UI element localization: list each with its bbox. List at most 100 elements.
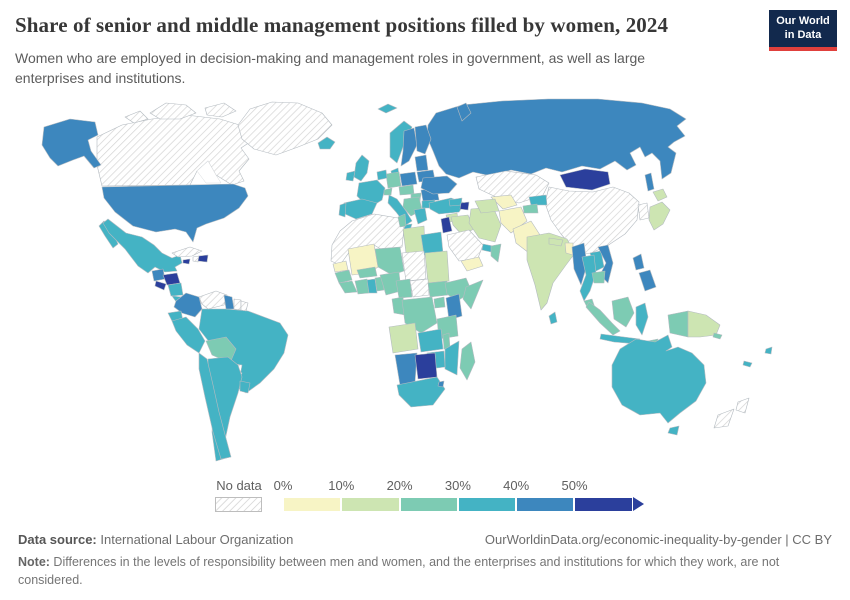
country-west-papua[interactable] xyxy=(667,310,689,338)
country-canada[interactable] xyxy=(96,114,254,187)
country-dominican-republic[interactable] xyxy=(197,254,209,263)
country-madagascar[interactable] xyxy=(459,341,476,381)
country-poland[interactable] xyxy=(399,171,418,187)
country-netherlands-belgium[interactable] xyxy=(376,169,388,181)
country-solomon-islands[interactable] xyxy=(712,332,723,340)
country-cameroon[interactable] xyxy=(395,278,413,299)
country-czechia-austria[interactable] xyxy=(398,184,415,196)
country-finland[interactable] xyxy=(414,124,432,155)
country-svalbard[interactable] xyxy=(377,103,398,114)
country-oman[interactable] xyxy=(490,243,502,263)
country-peru[interactable] xyxy=(171,316,206,354)
country-japan[interactable] xyxy=(648,201,671,231)
country-nepal[interactable] xyxy=(548,237,564,247)
country-guinea[interactable] xyxy=(334,269,353,284)
country-central-african-republic[interactable] xyxy=(409,278,430,298)
legend-bucket-30-40[interactable] xyxy=(457,497,517,512)
country-el-salvador[interactable] xyxy=(154,280,167,291)
country-sweden[interactable] xyxy=(400,127,418,167)
country-venezuela[interactable] xyxy=(198,290,228,310)
legend-bucket-10-20[interactable] xyxy=(341,497,400,512)
country-haiti[interactable] xyxy=(192,255,200,263)
country-sierra-leone-liberia[interactable] xyxy=(338,280,358,294)
legend-bucket-20-30[interactable] xyxy=(399,497,458,512)
country-borneo[interactable] xyxy=(611,296,635,328)
country-kyrgyzstan[interactable] xyxy=(528,194,548,206)
country-philippines[interactable] xyxy=(638,269,657,292)
country-greenland[interactable] xyxy=(237,101,333,156)
country-honduras[interactable] xyxy=(162,272,181,286)
country-canada-arctic[interactable] xyxy=(124,110,149,124)
country-cuba[interactable] xyxy=(171,246,203,258)
country-italy[interactable] xyxy=(387,194,413,226)
country-ukraine[interactable] xyxy=(420,175,458,195)
country-alaska[interactable] xyxy=(41,118,102,169)
country-new-caledonia[interactable] xyxy=(742,360,753,368)
country-kenya[interactable] xyxy=(445,293,463,321)
country-russia-novaya-zemlya[interactable] xyxy=(456,102,472,122)
country-uzbekistan[interactable] xyxy=(490,194,518,210)
country-eswatini[interactable] xyxy=(437,380,445,388)
country-china[interactable] xyxy=(544,186,640,256)
country-new-zealand-north[interactable] xyxy=(735,397,750,414)
country-germany[interactable] xyxy=(385,171,402,189)
legend-bucket-50-plus[interactable] xyxy=(574,497,633,512)
country-india[interactable] xyxy=(526,232,576,311)
country-jamaica[interactable] xyxy=(182,258,191,265)
country-nicaragua[interactable] xyxy=(167,282,184,297)
country-switzerland[interactable] xyxy=(383,187,393,196)
country-botswana[interactable] xyxy=(414,352,438,380)
country-russia[interactable] xyxy=(426,98,687,180)
country-mongolia[interactable] xyxy=(559,168,611,191)
country-baltics[interactable] xyxy=(414,154,429,172)
country-tasmania[interactable] xyxy=(667,425,680,436)
country-suriname[interactable] xyxy=(233,298,242,311)
country-tajikistan[interactable] xyxy=(522,203,539,214)
legend-bucket-40-50[interactable] xyxy=(516,497,575,512)
country-chile[interactable] xyxy=(198,352,232,460)
country-angola[interactable] xyxy=(388,322,419,354)
owid-link[interactable]: OurWorldinData.org/economic-inequality-b… xyxy=(484,532,832,547)
country-ghana[interactable] xyxy=(366,278,378,294)
country-iceland[interactable] xyxy=(317,136,336,150)
country-korea[interactable] xyxy=(637,202,650,221)
country-french-guiana[interactable] xyxy=(240,300,249,312)
world-map[interactable] xyxy=(0,95,850,475)
country-yemen[interactable] xyxy=(460,256,484,272)
country-bangladesh[interactable] xyxy=(564,242,574,256)
country-jordan-israel[interactable] xyxy=(440,216,453,234)
country-sri-lanka[interactable] xyxy=(548,311,558,325)
country-niger[interactable] xyxy=(374,246,405,276)
country-usa[interactable] xyxy=(101,183,249,243)
country-fiji[interactable] xyxy=(764,346,773,355)
legend-bar[interactable] xyxy=(283,497,645,512)
country-bolivia[interactable] xyxy=(205,336,237,364)
country-zambia[interactable] xyxy=(417,328,444,353)
country-uganda[interactable] xyxy=(433,296,446,309)
country-myanmar[interactable] xyxy=(571,242,588,286)
country-australia[interactable] xyxy=(611,334,707,424)
country-chad[interactable] xyxy=(401,250,427,282)
country-philippines[interactable] xyxy=(632,253,645,271)
country-new-zealand-south[interactable] xyxy=(713,408,735,429)
country-burkina-faso[interactable] xyxy=(356,266,378,279)
country-portugal[interactable] xyxy=(338,202,347,218)
legend-bucket-0-10[interactable] xyxy=(283,497,342,512)
legend-no-data-swatch[interactable] xyxy=(215,497,262,512)
country-uruguay[interactable] xyxy=(239,380,251,394)
country-sulawesi[interactable] xyxy=(635,302,649,336)
country-russia-sakhalin[interactable] xyxy=(644,172,655,192)
country-kazakhstan[interactable] xyxy=(475,170,550,204)
country-greece[interactable] xyxy=(413,207,428,225)
country-canada-arctic[interactable] xyxy=(149,102,197,120)
country-ireland[interactable] xyxy=(345,170,356,182)
country-guyana[interactable] xyxy=(223,294,235,310)
country-namibia[interactable] xyxy=(394,352,418,386)
country-thailand[interactable] xyxy=(579,254,597,302)
country-south-africa[interactable] xyxy=(396,376,446,408)
country-sumatra[interactable] xyxy=(585,301,621,336)
country-tunisia[interactable] xyxy=(397,213,407,228)
owid-logo[interactable]: Our World in Data xyxy=(769,10,837,51)
country-cambodia[interactable] xyxy=(591,270,606,284)
country-uk[interactable] xyxy=(353,154,370,182)
